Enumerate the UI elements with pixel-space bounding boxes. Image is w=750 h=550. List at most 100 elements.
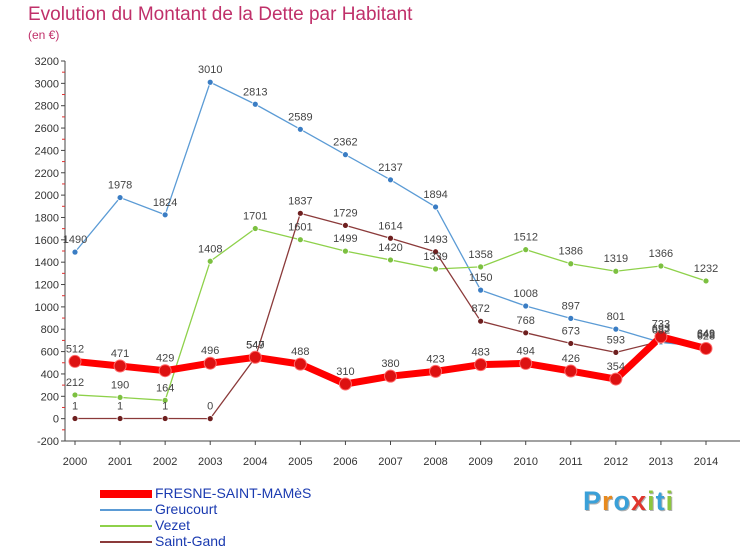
data-point [612,267,620,275]
y-tick-label: 800 [41,324,59,336]
data-point [429,364,443,378]
data-point [432,203,439,211]
x-tick-label: 2003 [198,456,222,468]
data-point [206,415,214,423]
data-point [161,415,169,422]
data-label: 1729 [333,207,357,219]
x-tick-label: 2008 [423,456,447,468]
data-label: 768 [517,315,535,327]
data-point [113,359,127,373]
data-label: 1339 [423,251,447,263]
data-label: 593 [607,334,625,346]
data-label: 483 [471,347,489,359]
x-tick-label: 2006 [333,456,357,468]
y-tick-label: 1400 [35,257,59,269]
y-tick-label: 2800 [35,101,59,113]
data-point [522,302,530,310]
data-point [71,415,79,422]
data-label: 872 [471,303,489,315]
data-point [567,340,575,347]
data-label: 1 [117,401,123,413]
legend-swatch-greucourt [100,509,152,511]
data-label: 488 [291,346,309,358]
x-tick-label: 2007 [378,456,402,468]
data-point [522,329,530,337]
data-point [116,394,124,401]
data-label: 733 [652,319,670,331]
data-label: 682 [652,324,670,336]
x-tick-label: 2011 [559,456,583,468]
data-point [384,369,397,383]
data-point [116,415,124,422]
data-label: 164 [156,382,174,394]
data-label: 2813 [243,86,267,98]
data-point [699,341,713,355]
data-label: 1420 [378,242,402,254]
y-tick-label: 1000 [35,302,59,314]
data-label: 310 [336,366,354,378]
data-point [387,234,394,242]
x-tick-label: 2010 [513,456,537,468]
data-label: 649 [697,328,715,340]
data-label: 1499 [333,233,357,245]
data-label: 2362 [333,137,357,149]
data-point [474,358,488,372]
data-point [161,396,169,404]
data-point [702,277,710,285]
data-label: 1614 [378,220,402,232]
legend-label: Saint-Gand [155,533,226,549]
data-point [612,348,620,356]
data-point [432,265,439,273]
data-point [522,246,530,254]
data-label: 1601 [288,222,312,234]
y-tick-label: 2200 [35,168,59,180]
data-point [387,176,394,184]
data-point [206,78,214,86]
data-point [477,263,485,271]
data-label: 2589 [288,111,312,123]
data-point [654,330,668,344]
data-label: 801 [607,311,625,323]
data-point [567,260,575,268]
data-label: 1 [72,401,78,413]
data-label: 1150 [469,272,493,284]
data-label: 1386 [559,246,583,258]
data-point [251,100,259,108]
legend-label: Greucourt [155,501,218,517]
y-tick-label: -200 [37,436,59,448]
legend-swatch-saint-gand [100,541,152,543]
data-point [567,314,575,322]
y-tick-label: 1600 [35,235,59,247]
x-tick-label: 2013 [649,456,673,468]
data-point [564,364,578,378]
y-tick-label: 400 [41,369,59,381]
y-tick-label: 2400 [35,145,59,157]
data-point [251,225,259,232]
chart-title: Evolution du Montant de la Dette par Hab… [28,4,413,25]
y-tick-label: 3200 [35,56,59,68]
data-label: 0 [207,401,213,413]
data-label: 1837 [288,195,312,207]
data-point [206,257,214,265]
data-label: 426 [562,353,580,365]
data-label: 628 [697,330,715,342]
x-tick-label: 2014 [694,456,718,468]
y-tick-label: 200 [41,391,59,403]
data-label: 643 [697,329,715,341]
data-point [296,236,304,244]
y-tick-label: 2600 [35,123,59,135]
data-label: 2137 [378,162,402,174]
data-label: 429 [156,353,174,365]
x-tick-label: 2012 [604,456,628,468]
data-label: 1366 [649,248,673,260]
x-tick-label: 2002 [153,456,177,468]
legend-label: Vezet [155,517,191,533]
legend-swatch-vezet [100,525,152,527]
x-tick-label: 2004 [243,456,267,468]
data-label: 212 [66,377,84,389]
data-point [158,364,172,378]
data-point [248,350,262,364]
data-point [342,151,349,159]
